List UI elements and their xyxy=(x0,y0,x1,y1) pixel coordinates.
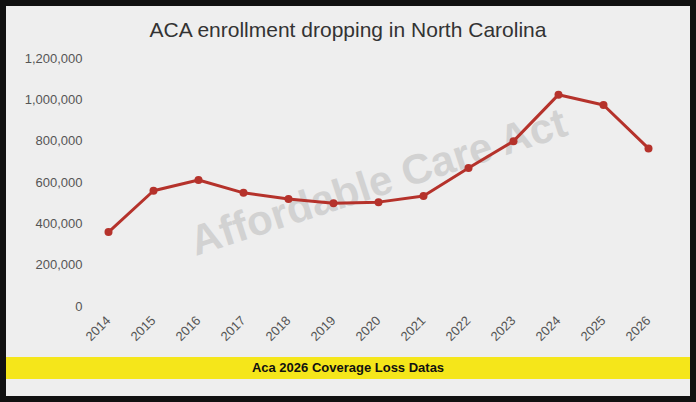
svg-text:1,000,000: 1,000,000 xyxy=(25,92,83,107)
svg-text:800,000: 800,000 xyxy=(36,133,83,148)
svg-text:2023: 2023 xyxy=(488,313,519,344)
svg-text:2019: 2019 xyxy=(308,313,339,344)
svg-text:2025: 2025 xyxy=(578,313,609,344)
html-text:Aca 2026 Coverage Loss Datas: Aca 2026 Coverage Loss Datas xyxy=(251,360,445,375)
svg-text:2026: 2026 xyxy=(623,313,654,344)
svg-text:Affordable Care Act: Affordable Care Act xyxy=(184,98,572,264)
svg-text:2018: 2018 xyxy=(263,313,294,344)
svg-text:2020: 2020 xyxy=(353,313,384,344)
svg-text:600,000: 600,000 xyxy=(36,175,83,190)
svg-text:2016: 2016 xyxy=(173,313,204,344)
svg-text:2017: 2017 xyxy=(218,313,249,344)
svg-text:2014: 2014 xyxy=(83,313,114,344)
svg-text:0: 0 xyxy=(75,299,82,314)
svg-text:2015: 2015 xyxy=(128,313,159,344)
svg-text:2022: 2022 xyxy=(443,313,474,344)
svg-text:200,000: 200,000 xyxy=(36,257,83,272)
svg-text:1,200,000: 1,200,000 xyxy=(25,51,83,66)
svg-text:2024: 2024 xyxy=(533,313,564,344)
svg-text:400,000: 400,000 xyxy=(36,216,83,231)
svg-text:2021: 2021 xyxy=(398,313,429,344)
html-text:ACA enrollment dropping in Nor: ACA enrollment dropping in North Carolin… xyxy=(149,18,547,41)
